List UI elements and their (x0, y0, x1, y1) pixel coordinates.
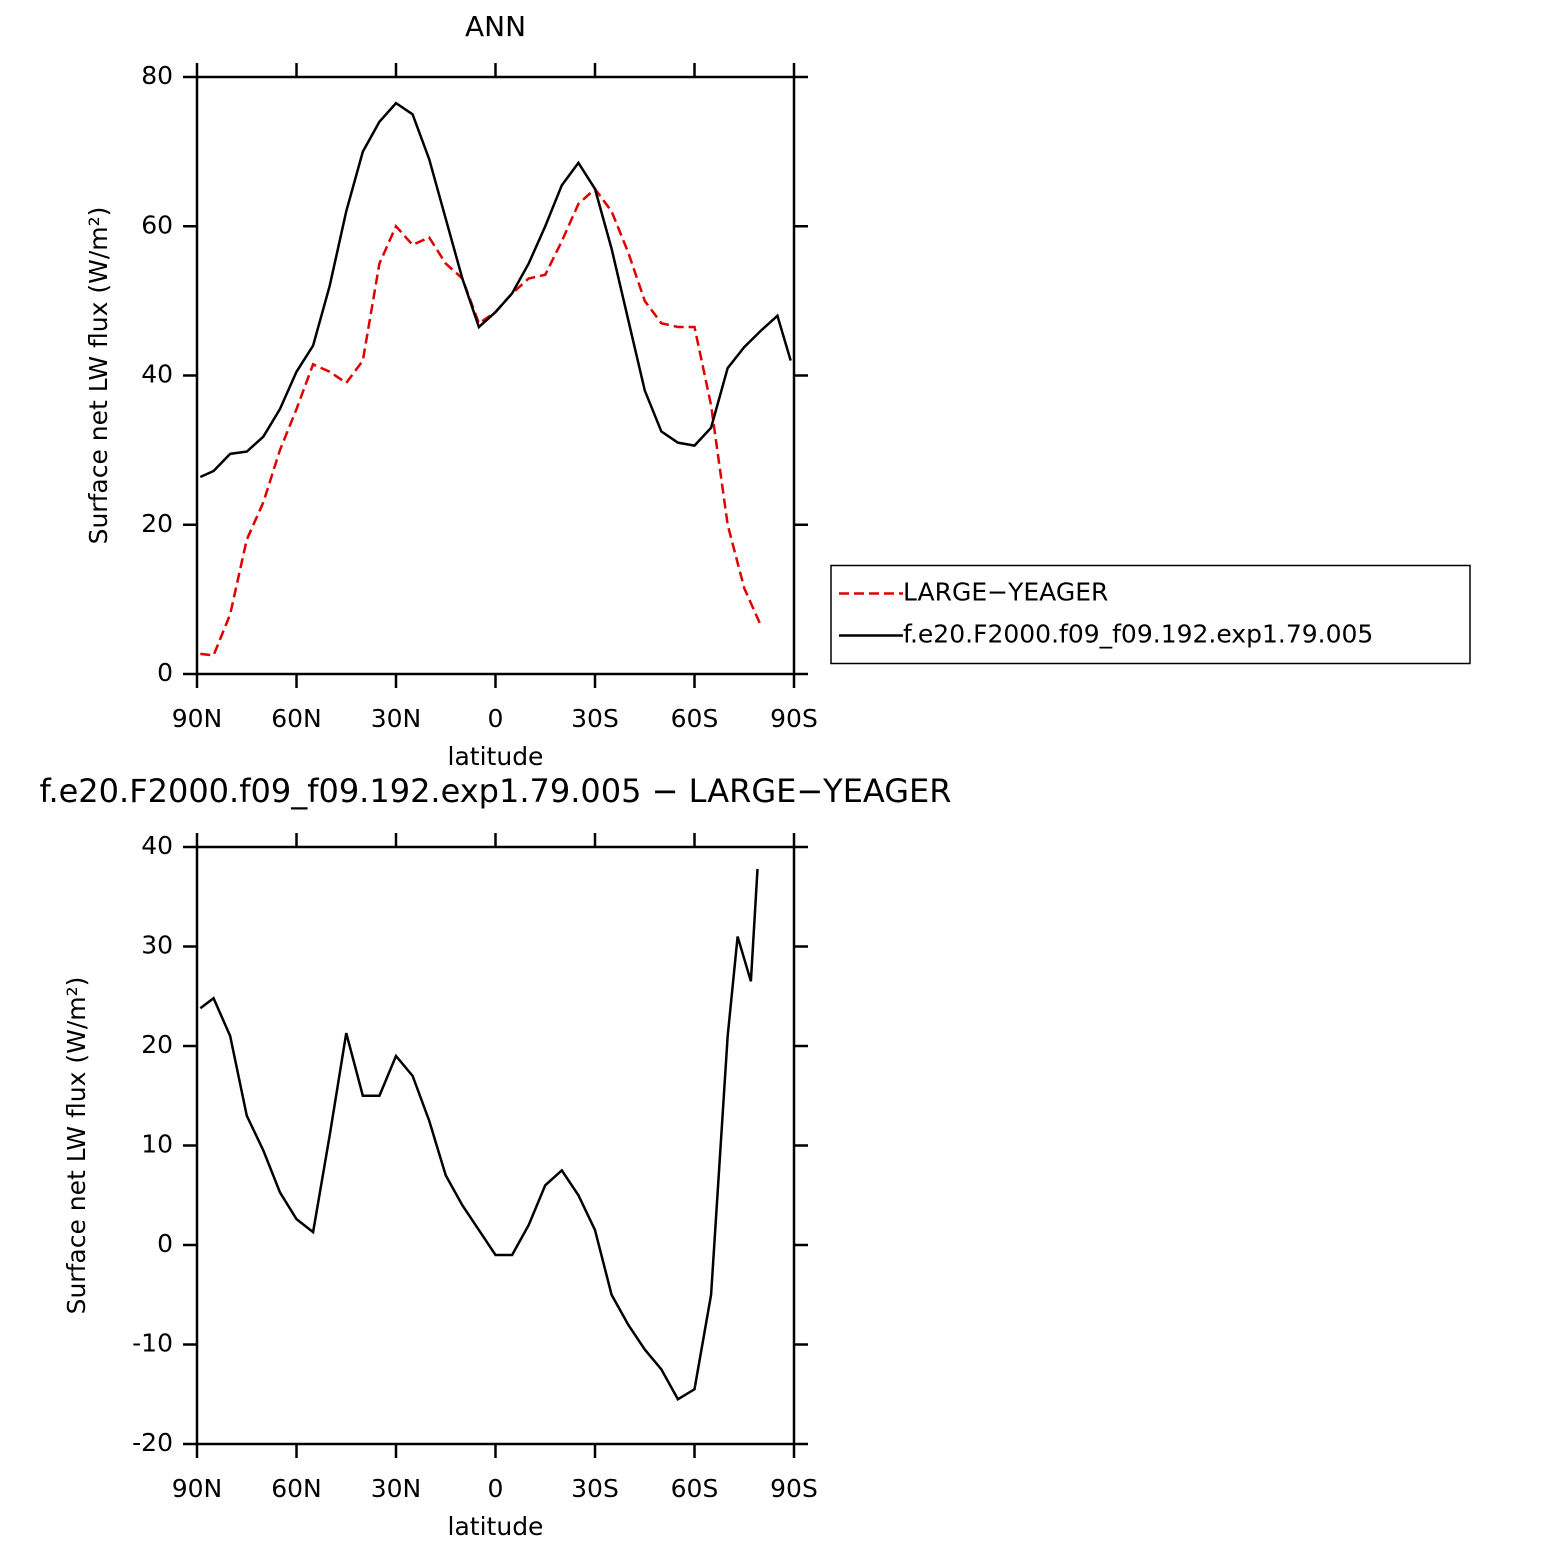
y-tick-label: 20 (141, 509, 173, 538)
x-axis-label: latitude (448, 742, 544, 771)
x-tick-label: 90N (172, 1474, 223, 1503)
x-tick-label: 0 (488, 704, 504, 733)
x-tick-label: 60S (671, 1474, 719, 1503)
x-tick-label: 60N (271, 1474, 322, 1503)
x-tick-label: 30S (571, 704, 619, 733)
y-tick-label: 80 (141, 61, 173, 90)
x-tick-label: 90S (770, 704, 818, 733)
y-tick-label: 0 (157, 658, 173, 687)
y-axis-label: Surface net LW flux (W/m²) (62, 977, 91, 1315)
y-tick-label: 30 (141, 931, 173, 960)
plot-frame (195, 75, 796, 676)
x-tick-label: 0 (488, 1474, 504, 1503)
legend-label: LARGE−YEAGER (903, 578, 1108, 607)
y-tick-label: 60 (141, 210, 173, 239)
plot-frame (195, 845, 796, 1446)
data-line (199, 101, 792, 479)
chart-title: ANN (465, 10, 526, 43)
y-axis-label: Surface net LW flux (W/m²) (84, 207, 113, 545)
x-tick-label: 60N (271, 704, 322, 733)
legend-label: f.e20.F2000.f09_f09.192.exp1.79.005 (903, 620, 1373, 649)
y-tick-label: 40 (141, 360, 173, 389)
y-tick-label: 40 (141, 831, 173, 860)
x-tick-label: 90S (770, 1474, 818, 1503)
y-tick-label: 20 (141, 1030, 173, 1059)
x-tick-label: 30N (371, 1474, 422, 1503)
x-tick-label: 30S (571, 1474, 619, 1503)
data-line (199, 868, 759, 1401)
chart-title: f.e20.F2000.f09_f09.192.exp1.79.005 − LA… (40, 772, 952, 810)
x-tick-label: 60S (671, 704, 719, 733)
x-tick-label: 30N (371, 704, 422, 733)
x-tick-label: 90N (172, 704, 223, 733)
data-line (200, 187, 762, 657)
x-axis-label: latitude (448, 1512, 544, 1541)
y-tick-label: -10 (132, 1329, 173, 1358)
legend-box (830, 564, 1471, 665)
y-tick-label: -20 (132, 1428, 173, 1457)
y-tick-label: 10 (141, 1130, 173, 1159)
y-tick-label: 0 (157, 1229, 173, 1258)
